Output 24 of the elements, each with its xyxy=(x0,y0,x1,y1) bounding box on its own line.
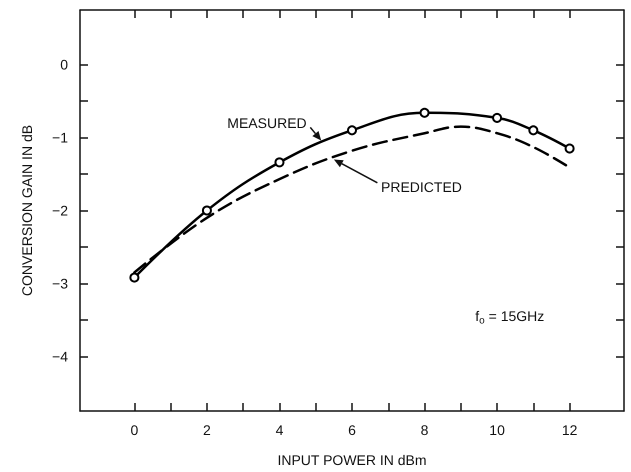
x-tick-label: 6 xyxy=(348,422,356,438)
x-axis-title: INPUT POWER IN dBm xyxy=(277,452,427,468)
point xyxy=(202,206,212,216)
y-tick-label: −2 xyxy=(52,202,68,218)
x-tick-label: 0 xyxy=(130,422,138,438)
text: PREDICTED xyxy=(381,179,462,196)
y-tick-label: −3 xyxy=(52,275,68,292)
x-tick-label: 8 xyxy=(420,422,429,438)
point xyxy=(274,157,284,168)
x-tick-label: 2 xyxy=(203,422,212,438)
y-axis-title: CONVERSION GAIN IN dB xyxy=(19,124,35,296)
x-tick-label: 10 xyxy=(489,422,506,438)
y-tick-label: −1 xyxy=(52,130,68,146)
point xyxy=(492,112,502,123)
x-tick-label: 12 xyxy=(562,422,578,438)
y-tick-label: 0 xyxy=(60,56,68,73)
point xyxy=(564,144,575,154)
point xyxy=(420,108,430,118)
y-tick-label: −4 xyxy=(52,348,68,364)
point xyxy=(347,125,357,136)
point xyxy=(528,125,538,136)
series-label: MEASURED xyxy=(227,115,307,132)
x-tick-label: 4 xyxy=(276,422,284,438)
point xyxy=(129,272,140,283)
